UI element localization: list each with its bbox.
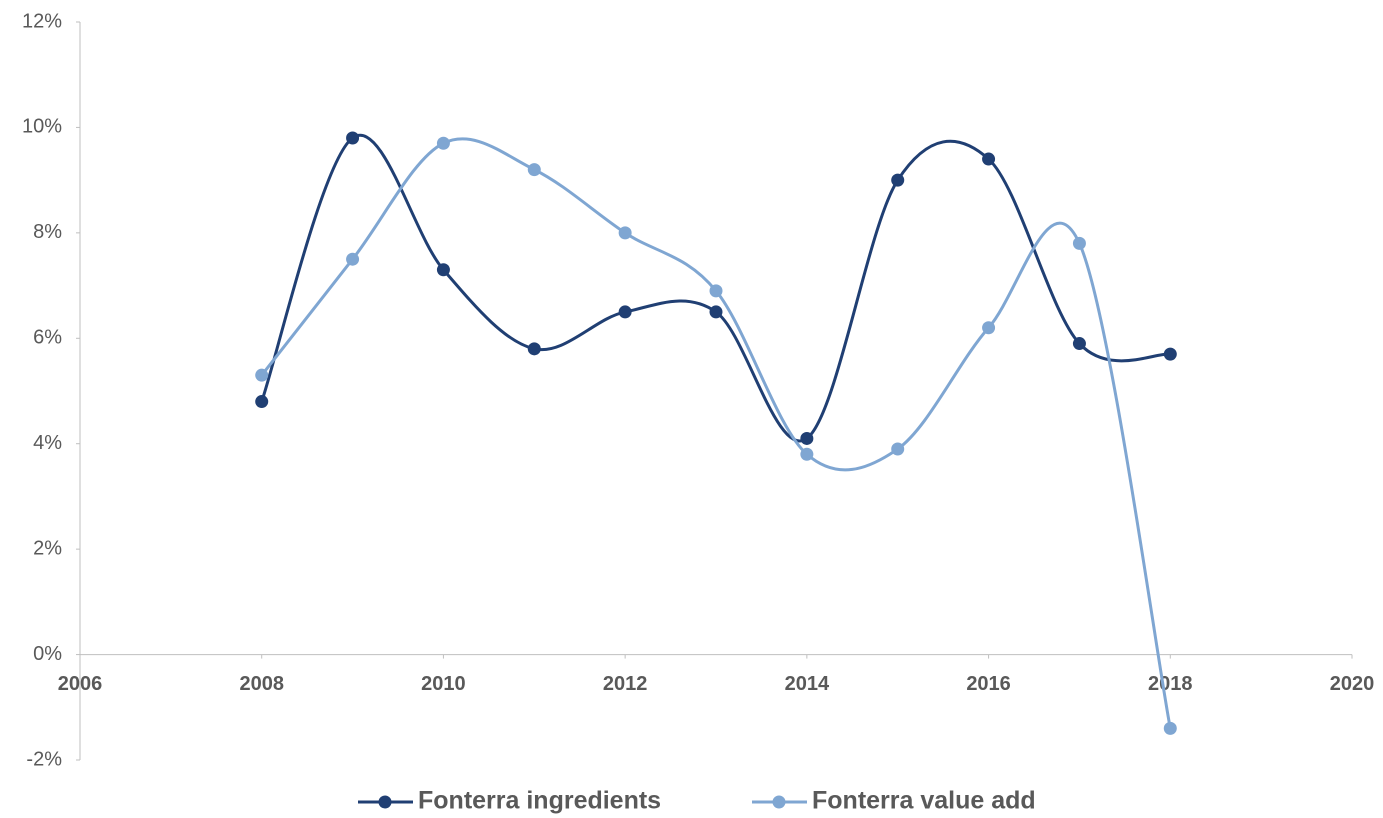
data-point: [1163, 347, 1177, 361]
data-point: [436, 136, 450, 150]
x-tick-label: 2008: [239, 673, 284, 695]
legend-label: Fonterra ingredients: [418, 787, 661, 815]
data-point: [709, 305, 723, 319]
data-point: [982, 321, 996, 335]
data-point: [982, 152, 996, 166]
x-tick-label: 2010: [421, 673, 466, 695]
y-tick-label: 2%: [33, 537, 62, 559]
data-point: [527, 163, 541, 177]
legend-marker: [378, 795, 392, 809]
data-point: [255, 368, 269, 382]
x-tick-label: 2020: [1330, 673, 1375, 695]
data-point: [800, 431, 814, 445]
x-tick-label: 2018: [1148, 673, 1193, 695]
x-tick-label: 2012: [603, 673, 648, 695]
data-point: [800, 447, 814, 461]
legend-label: Fonterra value add: [812, 787, 1036, 815]
y-tick-label: 4%: [33, 432, 62, 454]
y-tick-label: 8%: [33, 221, 62, 243]
data-point: [618, 305, 632, 319]
y-tick-label: 10%: [22, 116, 62, 138]
legend-marker: [772, 795, 786, 809]
data-point: [1072, 236, 1086, 250]
data-point: [527, 342, 541, 356]
y-tick-label: -2%: [26, 748, 62, 770]
data-point: [255, 395, 269, 409]
x-tick-label: 2006: [58, 673, 103, 695]
data-point: [891, 173, 905, 187]
data-point: [709, 284, 723, 298]
data-point: [891, 442, 905, 456]
data-point: [436, 263, 450, 277]
x-tick-label: 2014: [785, 673, 830, 695]
x-tick-label: 2016: [966, 673, 1011, 695]
series-line: [260, 133, 1171, 443]
y-tick-label: 12%: [22, 10, 62, 32]
y-tick-label: 0%: [33, 643, 62, 665]
data-point: [346, 131, 360, 145]
y-tick-label: 6%: [33, 327, 62, 349]
series-line: [260, 137, 1172, 729]
data-point: [346, 252, 360, 266]
data-point: [1072, 337, 1086, 351]
data-point: [1163, 721, 1177, 735]
data-point: [618, 226, 632, 240]
